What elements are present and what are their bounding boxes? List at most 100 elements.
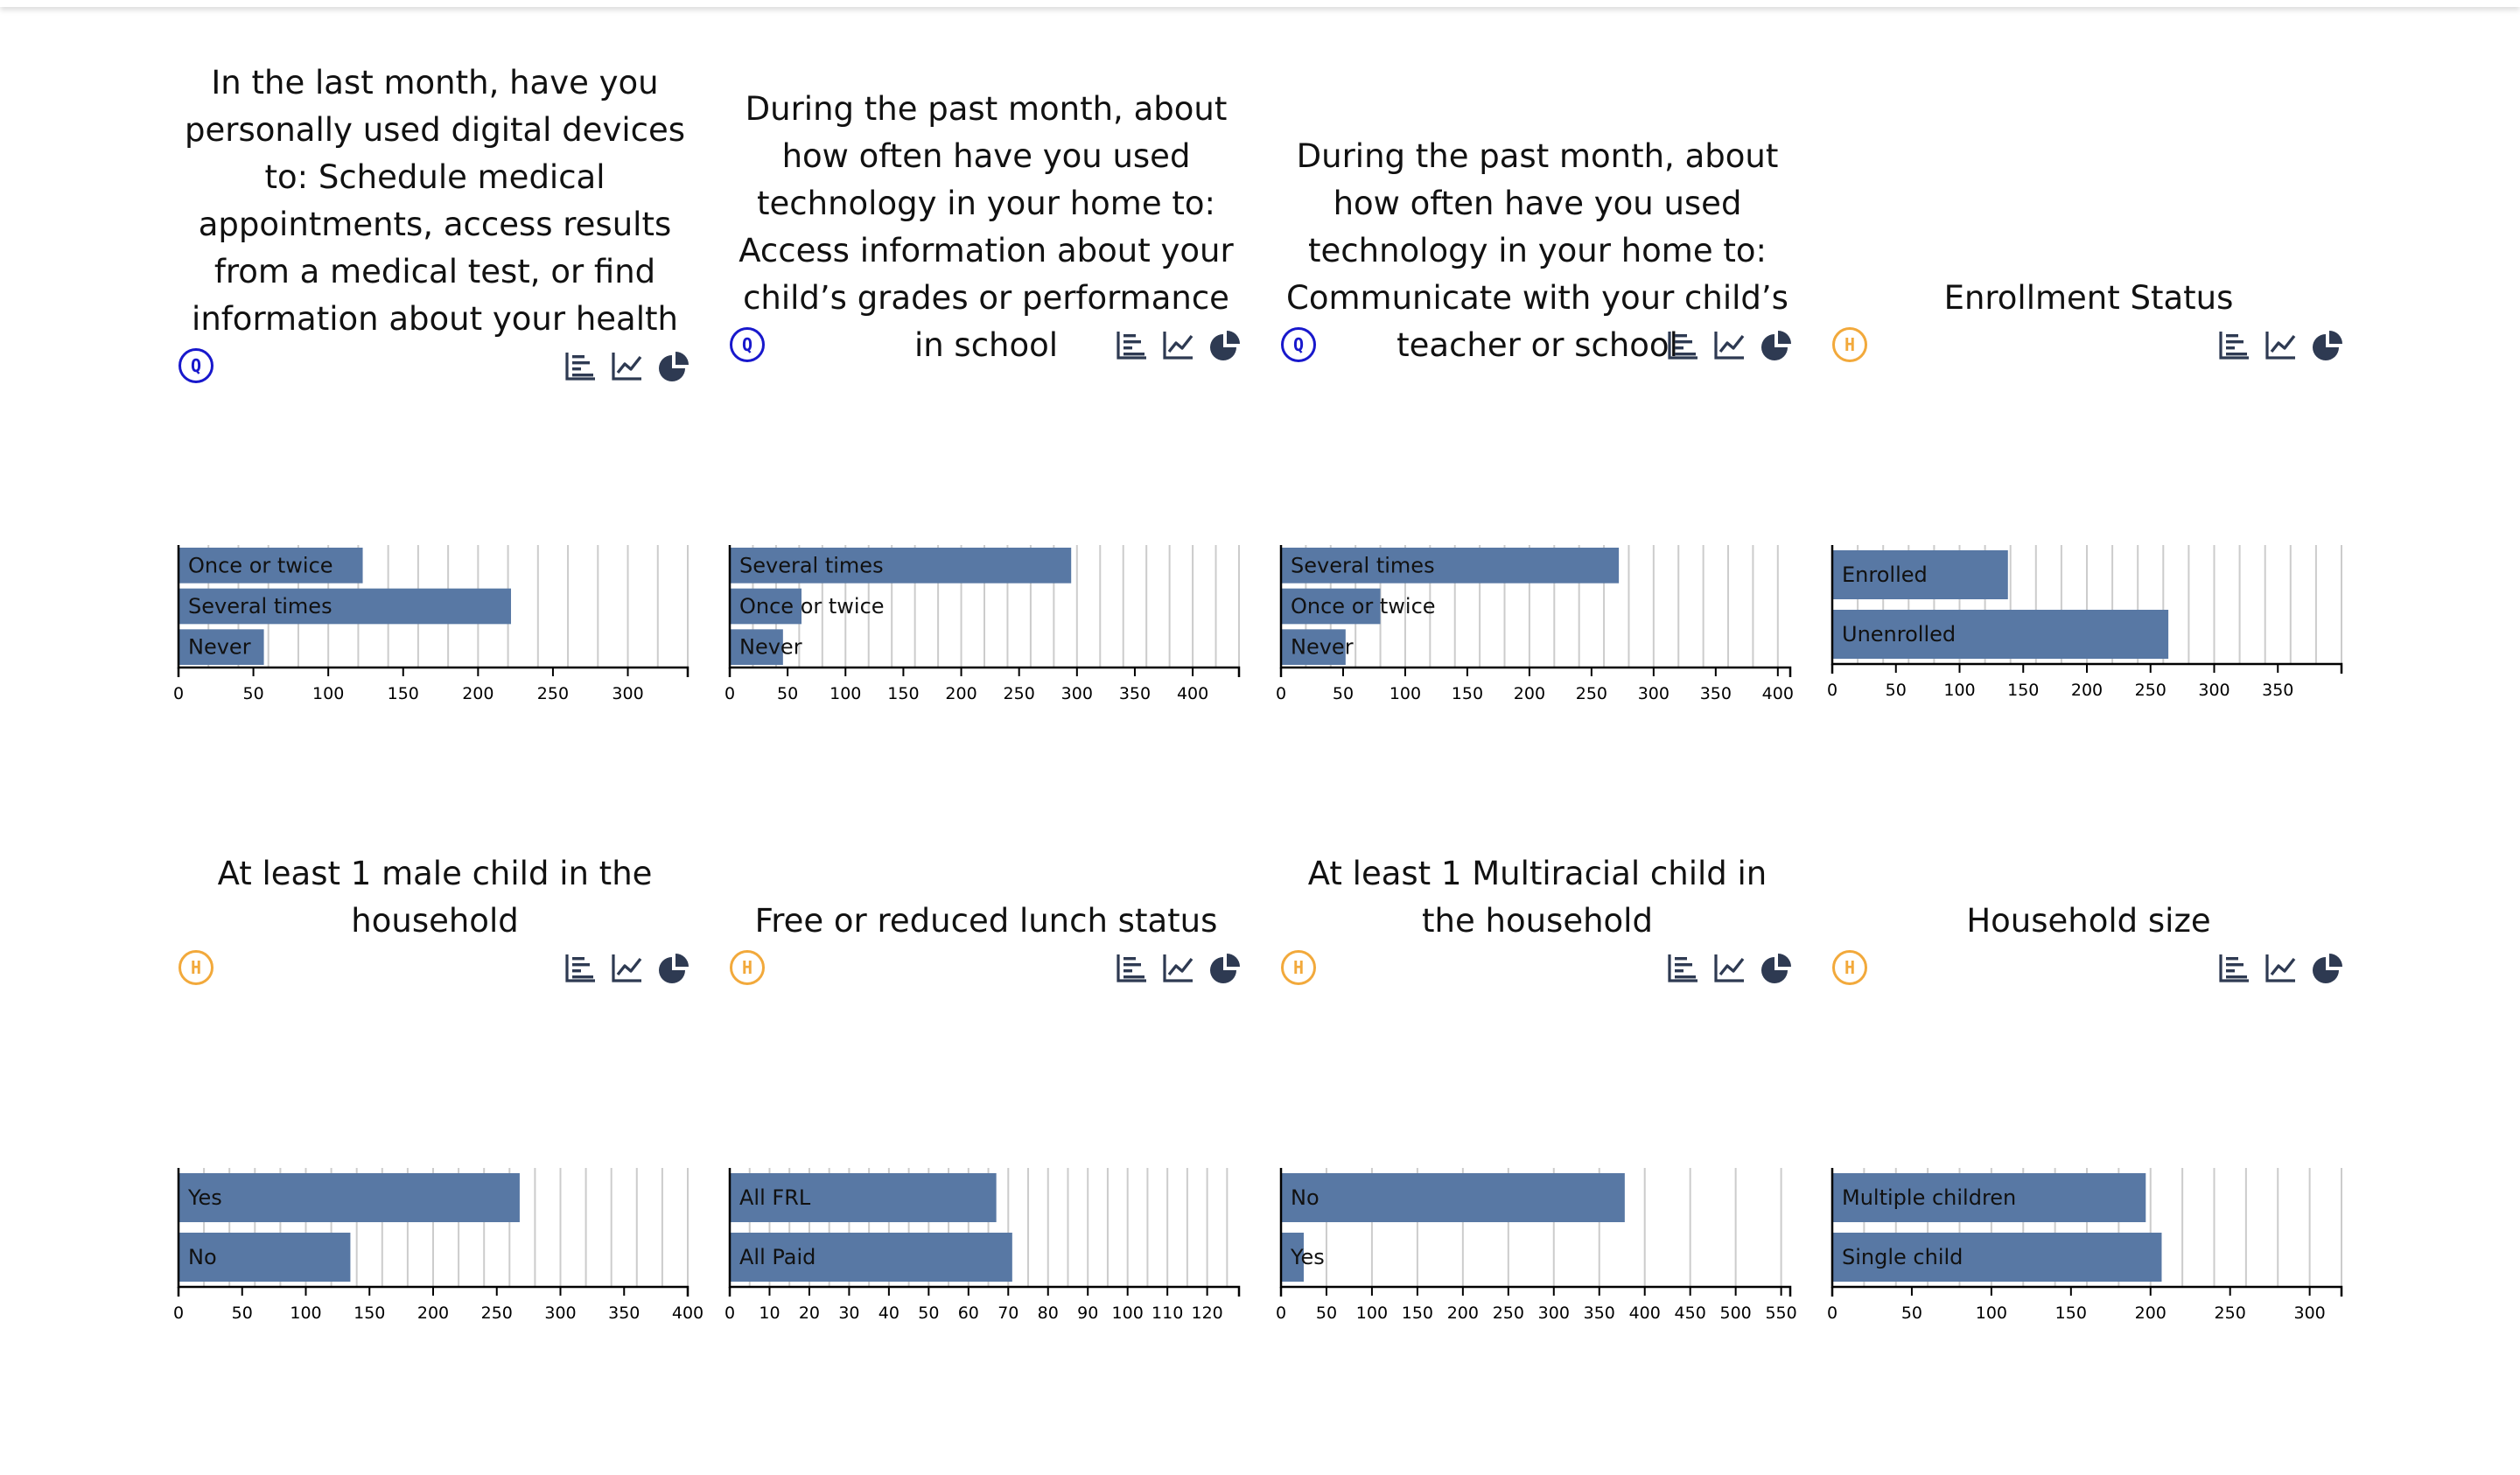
bar[interactable] (1281, 1233, 1304, 1282)
chart-title: In the last month, have you personally u… (184, 64, 686, 338)
line-chart-icon[interactable] (1161, 327, 1196, 362)
x-tick-label: 50 (1333, 684, 1354, 703)
bar-chart-svg: No Yes 0 50 100 150 200 250 300 350 400 450 500 550 (1276, 1168, 1797, 1323)
bar-label: Never (1291, 635, 1354, 660)
x-axis (1830, 1168, 2343, 1297)
bar[interactable] (1281, 1173, 1625, 1222)
x-tick-label: 0 (1276, 684, 1286, 703)
x-axis (1279, 1168, 1792, 1297)
bar-label: Single child (1842, 1245, 1963, 1269)
x-tick-label: 10 (759, 1304, 780, 1323)
line-chart-icon[interactable] (2264, 950, 2299, 985)
bar[interactable] (730, 1233, 1012, 1282)
bar[interactable] (178, 1233, 351, 1282)
x-tick-label: 110 (1152, 1304, 1183, 1323)
bar[interactable] (730, 1173, 997, 1222)
bar[interactable] (1832, 1173, 2146, 1222)
bar-label: Once or twice (188, 553, 333, 577)
bar-chart: Multiple children Single child 0 50 100 150 20… (1827, 1168, 2343, 1331)
pie-chart-icon[interactable] (656, 348, 691, 383)
bar-chart-icon[interactable] (1115, 327, 1150, 362)
bar-chart: All FRL All Paid 0 10 20 30 40 50 60 70 80 90 100 110… (724, 1168, 1241, 1331)
bar-chart-icon[interactable] (564, 348, 598, 383)
chart-type-switcher (564, 950, 691, 985)
x-tick-label: 100 (290, 1304, 321, 1323)
x-tick-label: 200 (945, 684, 976, 703)
pie-chart-icon[interactable] (1759, 950, 1794, 985)
bar[interactable] (730, 588, 802, 625)
x-tick-label: 400 (672, 1304, 704, 1323)
bar-chart-icon[interactable] (564, 950, 598, 985)
pie-chart-icon[interactable] (1208, 950, 1242, 985)
bar[interactable] (1281, 588, 1381, 625)
pie-chart-icon[interactable] (1759, 327, 1794, 362)
x-axis (728, 545, 1241, 677)
x-tick-label: 40 (878, 1304, 900, 1323)
bar[interactable] (178, 588, 512, 625)
x-tick-label: 450 (1675, 1304, 1706, 1323)
bar-chart: Enrolled Unenrolled 0 50 100 150 200 250 300 350 (1827, 545, 2343, 708)
bar-chart-icon[interactable] (2217, 327, 2252, 362)
x-tick-label: 100 (1943, 681, 1975, 700)
x-tick-label: 350 (1584, 1304, 1615, 1323)
question-badge-icon: Q (178, 348, 214, 383)
bar-chart-icon[interactable] (2217, 950, 2252, 985)
household-badge-icon: H (1832, 950, 1867, 985)
x-tick-label: 100 (830, 684, 861, 703)
pie-chart-icon[interactable] (656, 950, 691, 985)
line-chart-icon[interactable] (610, 348, 645, 383)
bar[interactable] (1832, 610, 2169, 659)
x-tick-label: 50 (777, 684, 798, 703)
x-tick-label: 300 (1061, 684, 1093, 703)
chart-card: At least 1 male child in the household H Y… (173, 850, 704, 1428)
bar[interactable] (178, 629, 264, 665)
chart-type-switcher (1115, 327, 1242, 362)
bar-chart-icon[interactable] (1115, 950, 1150, 985)
bar-label: Unenrolled (1842, 622, 1956, 647)
x-tick-label: 70 (998, 1304, 1018, 1323)
line-chart-icon[interactable] (1712, 950, 1747, 985)
bar[interactable] (1281, 548, 1620, 584)
bar[interactable] (730, 548, 1072, 584)
line-chart-icon[interactable] (1712, 327, 1747, 362)
bar-label: No (1291, 1185, 1320, 1210)
x-tick-label: 0 (1827, 681, 1838, 700)
bar-chart: No Yes 0 50 100 150 200 250 300 350 400 450 500 550 (1276, 1168, 1797, 1331)
x-tick-label: 90 (1077, 1304, 1098, 1323)
x-tick-label: 200 (462, 684, 494, 703)
x-tick-label: 250 (481, 1304, 513, 1323)
x-axis (177, 545, 690, 677)
line-chart-icon[interactable] (610, 950, 645, 985)
chart-title: Household size (1966, 902, 2211, 940)
chart-type-switcher (564, 348, 691, 383)
bar[interactable] (178, 1173, 520, 1222)
x-tick-label: 200 (2135, 1304, 2166, 1323)
pie-chart-icon[interactable] (2310, 327, 2345, 362)
x-tick-label: 0 (173, 1304, 184, 1323)
bar-chart-svg: All FRL All Paid 0 10 20 30 40 50 60 70 80 90 100 110… (724, 1168, 1241, 1323)
bar-chart: Several times Once or twice Never 0 50 100 150… (1276, 545, 1794, 711)
x-tick-label: 150 (887, 684, 919, 703)
bar[interactable] (1832, 550, 2008, 599)
x-tick-label: 250 (2215, 1304, 2246, 1323)
x-tick-label: 250 (2135, 681, 2166, 700)
bar-chart-icon[interactable] (1666, 950, 1701, 985)
x-tick-label: 50 (1886, 681, 1907, 700)
question-badge-icon: Q (730, 327, 765, 362)
x-tick-label: 200 (1514, 684, 1545, 703)
bar[interactable] (1281, 629, 1346, 665)
x-tick-label: 0 (173, 684, 184, 703)
bar-label: All Paid (739, 1245, 816, 1269)
bar-label: Yes (1290, 1245, 1325, 1269)
bar-chart-icon[interactable] (1666, 327, 1701, 362)
bar[interactable] (730, 629, 783, 665)
bar-chart: Several times Once or twice Never 0 50 100 150… (724, 545, 1241, 711)
bar[interactable] (1832, 1233, 2162, 1282)
bar[interactable] (178, 548, 363, 584)
pie-chart-icon[interactable] (1208, 327, 1242, 362)
pie-chart-icon[interactable] (2310, 950, 2345, 985)
x-tick-label: 350 (1700, 684, 1732, 703)
line-chart-icon[interactable] (1161, 950, 1196, 985)
bar-label: Multiple children (1842, 1185, 2016, 1210)
line-chart-icon[interactable] (2264, 327, 2299, 362)
